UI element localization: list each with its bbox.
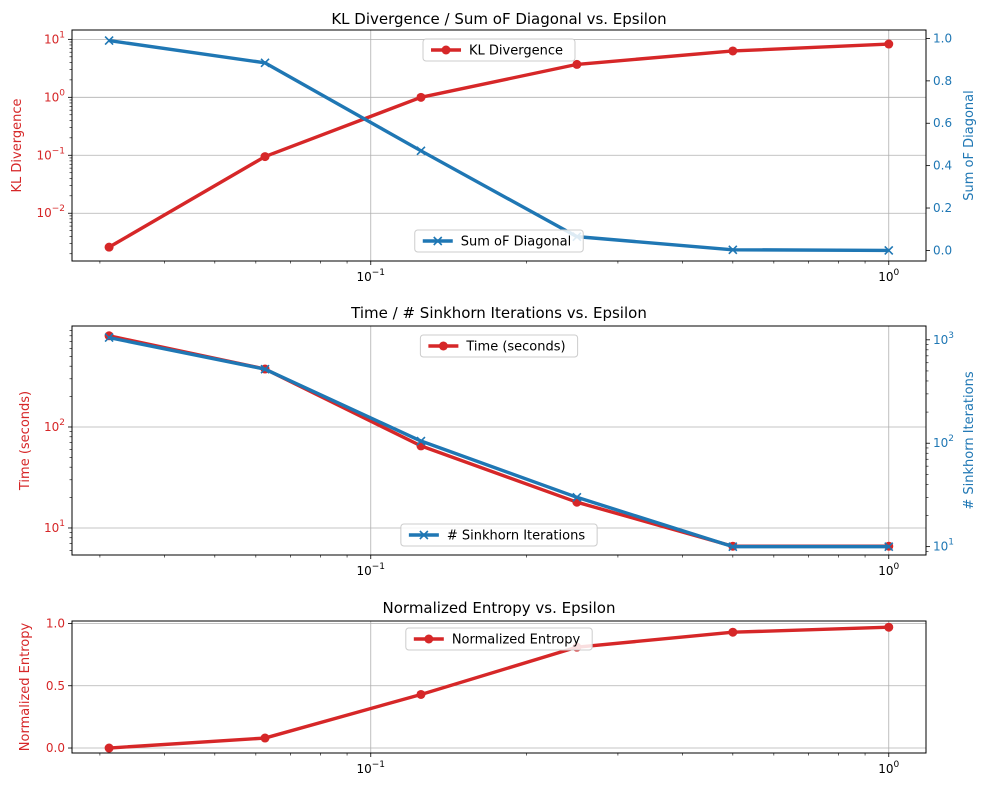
subplot-3: 10−1 100 0.0 0.5 1.0 Normalized Entropy Normal…	[18, 599, 927, 776]
legend-label: Sum oF Diagonal	[461, 235, 571, 250]
series-sum-of-diagonal	[104, 36, 894, 255]
data-point	[104, 36, 114, 46]
legend-box	[419, 334, 579, 358]
y-right-axis-label: # Sinkhorn Iterations	[962, 371, 977, 509]
y-right-tick-label: 101	[933, 538, 954, 554]
legend-label: # Sinkhorn Iterations	[447, 529, 585, 544]
data-point	[884, 542, 894, 552]
x-tick-label: 100	[878, 562, 899, 578]
y-right-axis-label: Sum oF Diagonal	[962, 90, 977, 200]
y-left-tick-label: 101	[44, 30, 65, 46]
series-line	[108, 625, 889, 750]
data-point	[416, 436, 426, 446]
data-point	[884, 39, 894, 49]
y-right-tick-label: 0.6	[933, 116, 952, 130]
data-point	[572, 492, 582, 502]
x-tick-label: 10−1	[356, 562, 385, 578]
x-tick-label: 100	[878, 268, 899, 284]
legend-box	[422, 38, 576, 62]
data-point	[260, 733, 270, 743]
y-right-tick-label: 0.4	[933, 159, 952, 173]
legend-marker	[419, 530, 429, 540]
data-point	[884, 622, 894, 632]
x-tick-label: 100	[878, 760, 899, 776]
legend-box	[400, 523, 598, 547]
data-point	[104, 743, 114, 753]
legend-marker	[424, 634, 434, 644]
legend-box	[405, 627, 593, 651]
data-point	[416, 92, 426, 102]
series-time-seconds	[104, 331, 894, 551]
legend: Normalized Entropy	[405, 627, 593, 651]
subplot-2: 10−1 100 101 102 Time (seconds) 101 102 103 # Si…	[18, 304, 977, 578]
data-point	[260, 152, 270, 162]
y-left-tick-label: 1.0	[46, 616, 65, 630]
x-tick-label: 10−1	[356, 760, 385, 776]
legend: Sum oF Diagonal	[414, 229, 584, 253]
data-point	[104, 242, 114, 252]
series-kl-divergence	[104, 39, 894, 252]
data-point	[728, 46, 738, 56]
y-right-tick-label: 102	[933, 434, 954, 450]
legend: Time (seconds)	[419, 334, 579, 358]
x-tick-label: 10−1	[356, 268, 385, 284]
y-left-tick-label: 102	[44, 418, 65, 434]
legend-label: Normalized Entropy	[452, 633, 581, 648]
series-line	[108, 335, 889, 549]
legend-label: KL Divergence	[469, 44, 563, 59]
axes-frame	[71, 325, 927, 556]
y-left-axis-label: Time (seconds)	[18, 391, 33, 491]
y-left-tick-label: 0.5	[46, 679, 65, 693]
y-left-axis-label: Normalized Entropy	[18, 623, 33, 752]
legend-box	[414, 229, 584, 253]
chart-title: Normalized Entropy vs. Epsilon	[383, 599, 616, 617]
legend: KL Divergence	[422, 38, 576, 62]
data-point	[728, 627, 738, 637]
data-point	[572, 59, 582, 69]
series-line	[108, 42, 889, 249]
subplot-1: 10−1 100 10−2 10−1 100 101 KL Divergence 0.0 0.2…	[10, 10, 977, 284]
data-point	[416, 146, 426, 156]
legend-marker	[433, 236, 443, 246]
y-right-tick-label: 0.0	[933, 243, 952, 257]
y-left-axis-label: KL Divergence	[10, 99, 25, 193]
data-point	[260, 364, 270, 374]
y-left-tick-label: 10−1	[36, 146, 65, 162]
y-right-tick-label: 1.0	[933, 31, 952, 45]
y-right-tick-label: 0.8	[933, 74, 952, 88]
y-right-tick-label: 103	[933, 331, 954, 347]
legend-marker	[441, 45, 451, 55]
y-left-tick-label: 101	[44, 519, 65, 535]
data-point	[104, 333, 114, 343]
data-point	[728, 245, 738, 255]
series-line	[108, 38, 889, 253]
series-sinkhorn-iterations	[104, 333, 894, 552]
chart-title: KL Divergence / Sum oF Diagonal vs. Epsi…	[331, 10, 666, 28]
data-point	[416, 689, 426, 699]
legend-label: Time (seconds)	[465, 340, 565, 355]
data-point	[728, 542, 738, 552]
axes-frame	[71, 29, 927, 262]
legend-marker	[438, 341, 448, 351]
legend: # Sinkhorn Iterations	[400, 523, 598, 547]
y-left-tick-label: 10−2	[36, 204, 65, 220]
data-point	[884, 245, 894, 255]
y-left-tick-label: 100	[44, 88, 65, 104]
axes-frame	[71, 620, 927, 754]
chart-title: Time / # Sinkhorn Iterations vs. Epsilon	[350, 304, 647, 322]
series-line	[108, 334, 889, 548]
y-left-tick-label: 0.0	[46, 741, 65, 755]
y-right-tick-label: 0.2	[933, 201, 952, 215]
data-point	[260, 58, 270, 68]
